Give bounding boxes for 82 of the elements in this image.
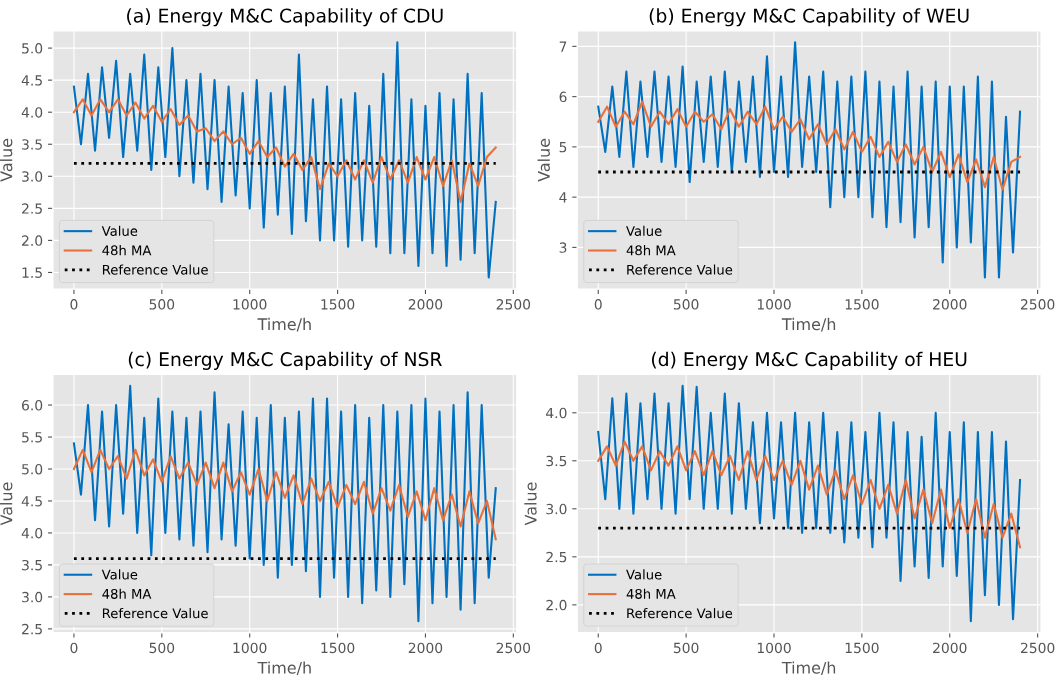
x-tick-label: 1000 [757, 299, 791, 310]
x-tick-label: 2500 [1020, 299, 1055, 310]
x-tick-label: 0 [70, 299, 78, 310]
y-tick-label: 4.0 [21, 527, 43, 539]
y-tick-label: 2.5 [546, 551, 567, 563]
x-tick-label: 500 [149, 299, 175, 310]
y-tick-label: 1.5 [22, 267, 42, 278]
y-tick-label: 3.0 [22, 591, 43, 603]
legend-label: Reference Value [627, 608, 733, 619]
x-tick-label: 1000 [233, 642, 267, 654]
x-axis-title: Time/h [257, 661, 311, 676]
x-tick-label: 2000 [933, 299, 967, 310]
legend-label: Reference Value [102, 608, 208, 619]
y-tick-label: 7 [559, 41, 567, 52]
x-tick-label: 1500 [321, 642, 355, 654]
chart-title: (d) Energy M&C Capability of HEU [651, 351, 967, 370]
x-tick-label: 2500 [1020, 642, 1055, 654]
line-series [72, 384, 497, 623]
x-axis-title: Time/h [257, 317, 311, 332]
y-tick-label: 6.0 [22, 400, 43, 411]
x-tick-label: 1500 [321, 299, 355, 310]
y-tick-label: 3 [559, 242, 567, 253]
x-tick-label: 1500 [845, 642, 879, 654]
legend-label: 48h MA [102, 245, 152, 256]
y-axis-title: Value [0, 138, 13, 182]
y-axis-title: Value [537, 138, 550, 182]
y-tick-label: 2.5 [22, 203, 42, 214]
line-series [597, 384, 1022, 623]
y-tick-label: 4.5 [21, 496, 42, 507]
x-tick-label: 1500 [845, 299, 879, 310]
y-tick-label: 5 [559, 142, 567, 153]
y-tick-label: 5.0 [22, 463, 43, 475]
x-tick-label: 500 [149, 642, 175, 654]
x-tick-label: 2000 [408, 299, 443, 310]
line-series [72, 41, 497, 279]
x-tick-label: 500 [673, 299, 699, 310]
line-series [597, 41, 1022, 279]
line-series [72, 98, 497, 203]
legend-label: 48h MA [102, 588, 152, 599]
x-tick-label: 0 [594, 299, 602, 310]
y-axis-title: Value [0, 482, 13, 526]
x-tick-label: 500 [673, 642, 699, 654]
x-tick-label: 0 [594, 642, 602, 654]
chart-title: (a) Energy M&C Capability of CDU [127, 8, 443, 27]
legend-label: Value [626, 225, 662, 236]
y-tick-label: 3.0 [22, 171, 43, 182]
x-tick-label: 1000 [233, 299, 267, 310]
x-axis-title: Time/h [781, 661, 836, 676]
legend-label: 48h MA [626, 588, 676, 599]
y-tick-label: 3.0 [546, 503, 567, 515]
y-tick-label: 2.0 [546, 599, 567, 611]
y-tick-label: 5.5 [22, 432, 42, 443]
x-tick-label: 2500 [496, 642, 531, 654]
line-series [72, 448, 497, 541]
y-tick-label: 4.0 [21, 107, 43, 118]
legend-label: Value [101, 225, 138, 236]
y-axis-title: Value [524, 482, 537, 526]
y-tick-label: 4.0 [546, 407, 567, 419]
legend-label: Reference Value [627, 264, 733, 275]
y-tick-label: 3.5 [22, 559, 42, 571]
chart-title: (b) Energy M&C Capability of WEU [649, 8, 969, 27]
y-tick-label: 2.0 [22, 235, 43, 246]
y-tick-label: 4.5 [21, 75, 42, 86]
x-tick-label: 2000 [408, 642, 443, 654]
x-axis-title: Time/h [781, 317, 836, 332]
line-series [597, 100, 1022, 191]
y-tick-label: 3.5 [22, 139, 42, 150]
x-tick-label: 1000 [757, 642, 791, 654]
y-tick-label: 6 [559, 91, 567, 103]
y-tick-label: 2.5 [22, 623, 42, 635]
x-tick-label: 2000 [933, 642, 967, 654]
legend-label: Value [626, 569, 662, 580]
y-tick-label: 4 [559, 192, 567, 203]
legend-label: Reference Value [102, 264, 208, 275]
line-series [597, 440, 1022, 549]
chart-title: (c) Energy M&C Capability of NSR [128, 351, 442, 370]
legend-label: Value [101, 569, 138, 580]
y-tick-label: 3.5 [546, 455, 567, 467]
legend-label: 48h MA [626, 245, 676, 256]
x-tick-label: 2500 [496, 299, 531, 310]
x-tick-label: 0 [70, 642, 78, 654]
y-tick-label: 5.0 [22, 43, 43, 54]
